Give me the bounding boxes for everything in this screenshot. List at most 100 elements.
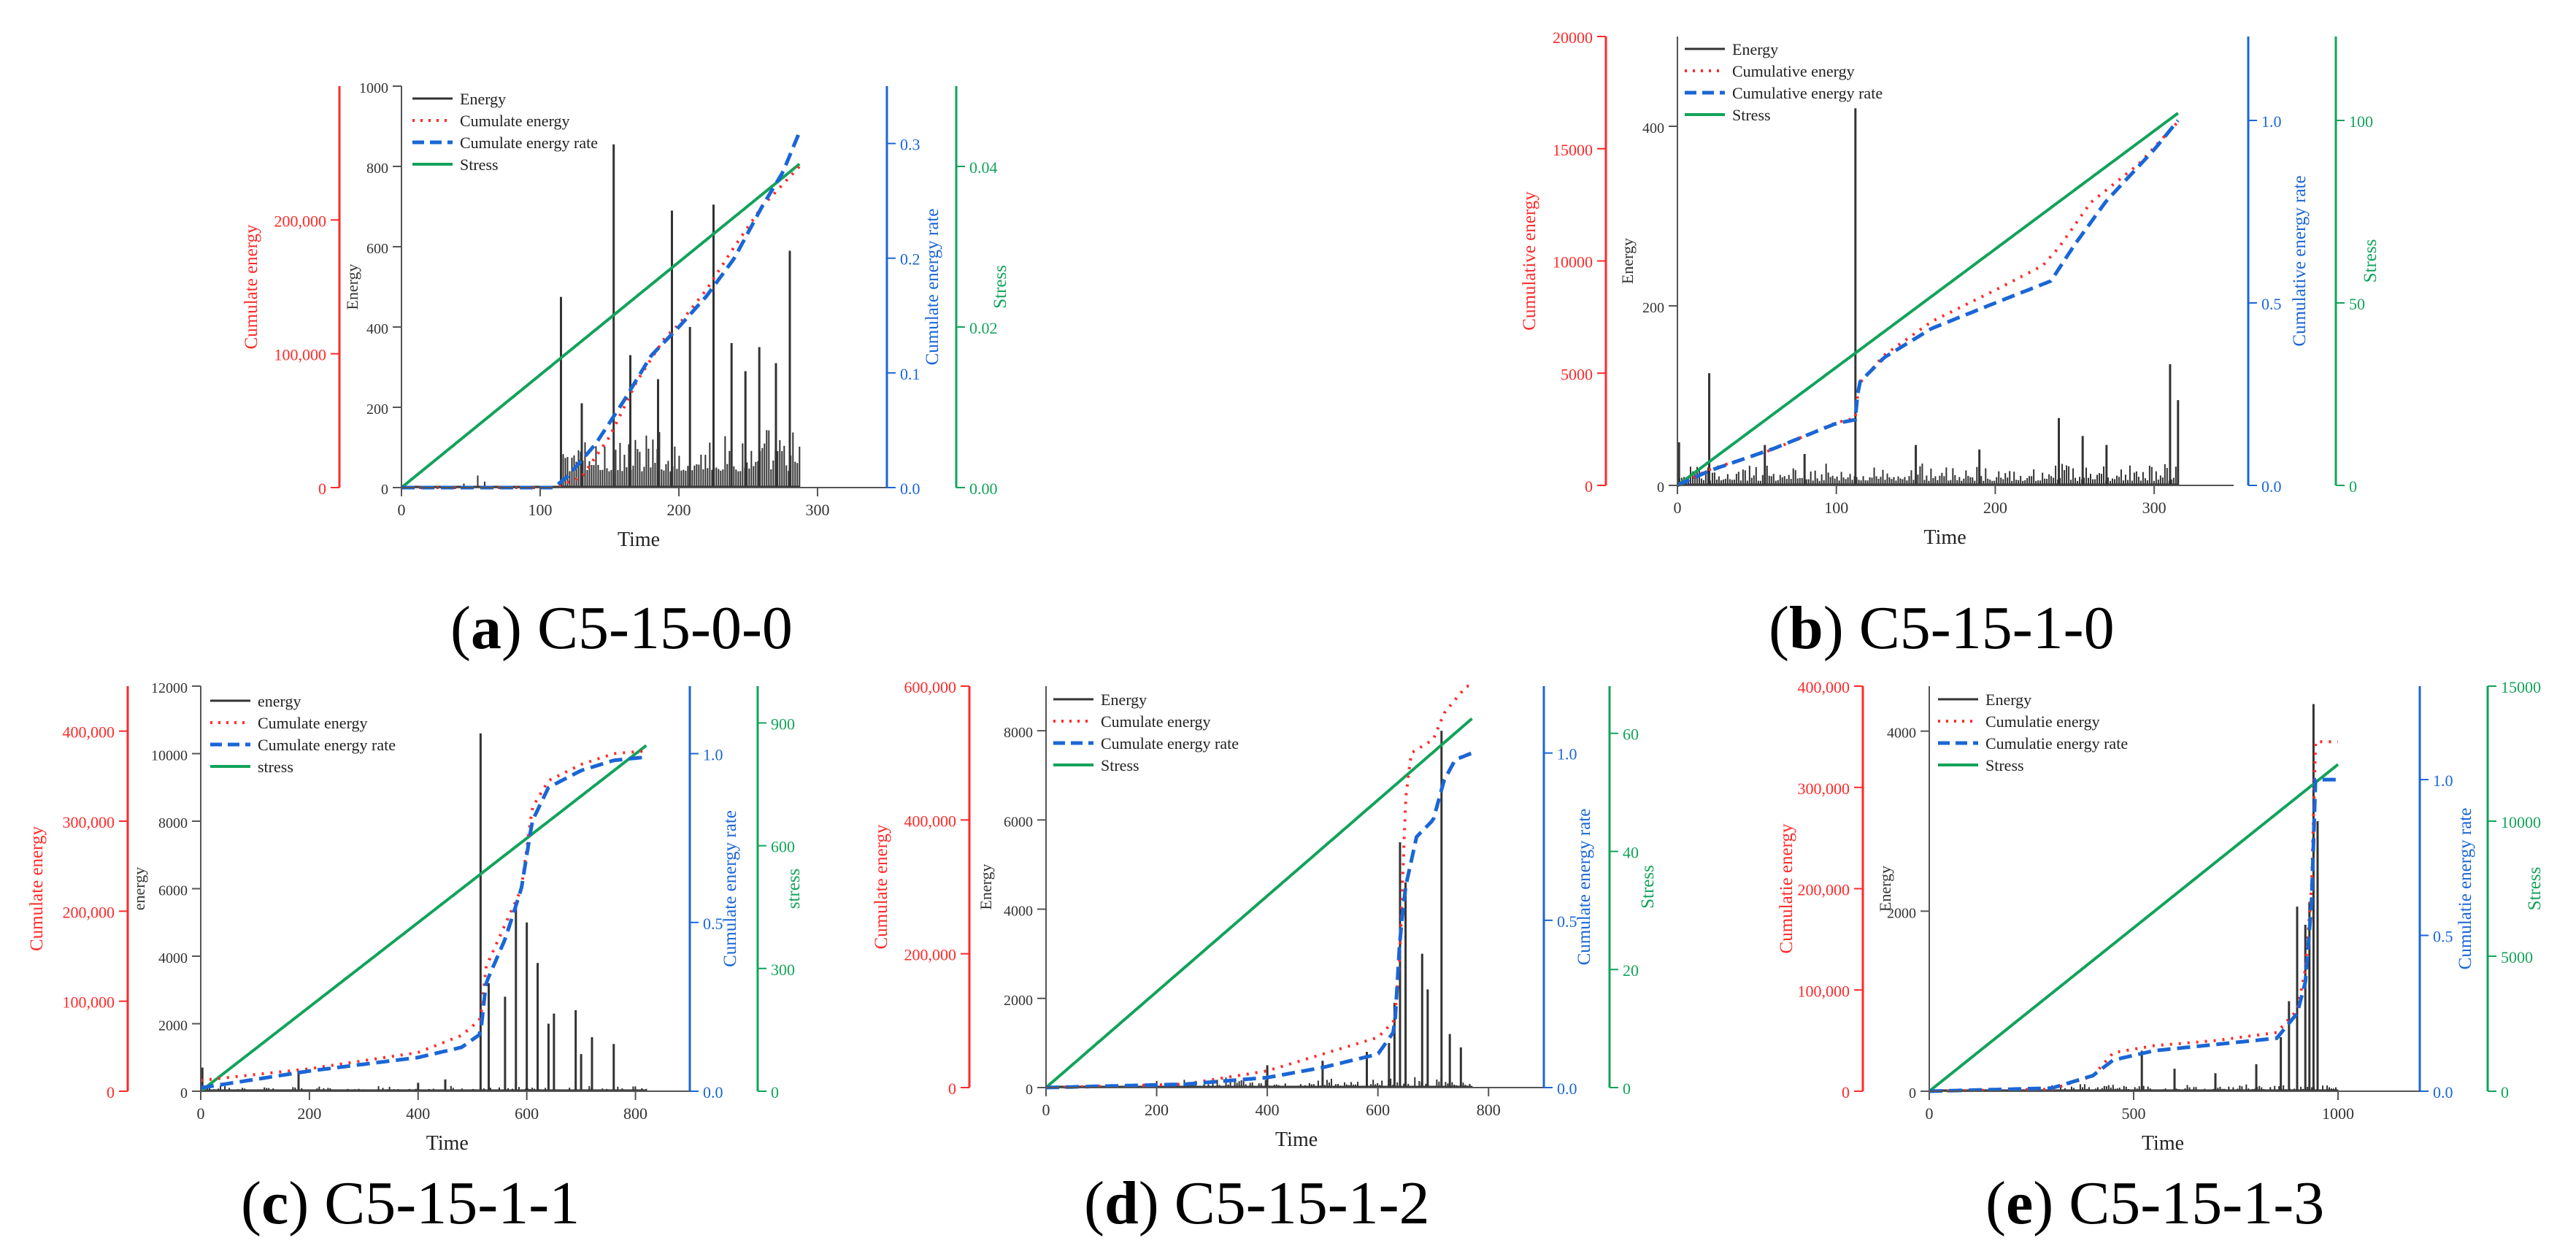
stress-tick-label: 300	[771, 961, 795, 979]
cumulative-rate-line	[1676, 119, 2180, 488]
x-tick-label: 100	[1824, 499, 1848, 517]
cumulative-rate-line	[1929, 777, 2338, 1093]
energy-tick-label: 10000	[151, 748, 188, 764]
x-tick-label: 800	[623, 1104, 647, 1123]
rate-tick-label: 0.3	[900, 136, 920, 154]
cumulative-tick-label: 400,000	[63, 723, 115, 742]
stress-axis-label: Stress	[2525, 867, 2545, 911]
caption-c-letter: c	[261, 1169, 289, 1237]
stress-tick-label: 10000	[2501, 813, 2541, 831]
energy-tick-label: 6000	[1004, 814, 1033, 830]
x-axis-label: Time	[1924, 526, 1966, 549]
rate-tick-label: 0.5	[2261, 295, 2282, 313]
caption-a: (a) C5-15-0-0	[450, 594, 793, 662]
energy-axis: 0 200 400 Energy	[1618, 36, 1678, 496]
energy-tick-label: 6000	[158, 883, 188, 899]
rate-axis-label: Cumulate energy rate	[720, 810, 740, 967]
rate-tick-label: 1.0	[2261, 112, 2282, 131]
legend: Energy Cumulative energy Cumulative energy…	[1685, 40, 1883, 124]
legend-label: Cumulative energy rate	[1732, 84, 1883, 102]
legend-label: Cumulatie energy rate	[1985, 734, 2128, 753]
stress-tick-label: 20	[1623, 961, 1639, 980]
caption-d: (d) C5-15-1-2	[1084, 1169, 1430, 1237]
stress-tick-label: 15000	[2501, 678, 2541, 696]
stress-tick-label: 60	[1623, 726, 1639, 744]
rate-axis-label: Cumulatie energy rate	[2456, 808, 2475, 970]
stress-tick-label: 0.04	[969, 158, 998, 177]
x-tick-label: 200	[297, 1104, 321, 1123]
energy-tick-label: 0	[180, 1085, 188, 1101]
stress-axis-label: Stress	[991, 265, 1010, 309]
x-axis: 0 500 1000 Time	[1926, 1090, 2420, 1155]
stress-tick-label: 5000	[2501, 948, 2533, 966]
panel-a: 02004006008001000Energy0100,000200,000Cu…	[242, 80, 1010, 551]
stress-axis: 0 20 40 60 Stress	[1608, 686, 1658, 1098]
stress-line	[1676, 112, 2180, 487]
energy-bars	[1128, 731, 1473, 1088]
x-tick-label: 200	[1145, 1101, 1169, 1119]
legend-label: Cumulate energy	[1101, 712, 1211, 731]
legend-label: energy	[258, 692, 301, 710]
cumulative-tick-label: 400,000	[1798, 678, 1850, 696]
cumulative-tick-label: 400,000	[904, 812, 957, 830]
cumulative-tick-label: 200,000	[904, 946, 957, 964]
stress-axis-label: Stress	[1638, 865, 1658, 909]
stress-axis-label: Stress	[2361, 239, 2380, 283]
legend: Energy Cumulate energy Cumulate energy rat…	[412, 90, 598, 174]
caption-c: (c) C5-15-1-1	[241, 1169, 580, 1237]
energy-tick-label: 1000	[359, 80, 388, 96]
x-tick-label: 200	[1983, 499, 2007, 517]
energy-tick-label: 0	[381, 482, 388, 498]
stress-tick-label: 100	[2349, 112, 2373, 131]
stress-tick-label: 0	[2349, 477, 2357, 496]
energy-tick-label: 200	[1642, 300, 1664, 316]
energy-tick-label: 8000	[1004, 725, 1033, 741]
legend-label: Cumulate energy	[460, 112, 570, 130]
cumulative-tick-label: 0	[1585, 477, 1593, 496]
cumulative-rate-axis: 0.0 0.5 1.0 Cumulate energy rate	[1542, 686, 1594, 1098]
stress-line	[400, 163, 801, 489]
stress-tick-label: 50	[2349, 295, 2365, 313]
caption-b: (b) C5-15-1-0	[1769, 594, 2115, 662]
legend-label: Energy	[460, 90, 506, 108]
x-tick-label: 400	[406, 1104, 430, 1123]
panel-c: 020004000600080001000012000energy0100,00…	[27, 680, 804, 1155]
rate-tick-label: 0.5	[703, 915, 723, 933]
x-tick-label: 0	[197, 1104, 205, 1123]
cumulative-axis-label: Cumulate energy	[872, 824, 891, 950]
x-axis-label: Time	[426, 1132, 469, 1155]
cumulative-axis-label: Cumulate energy	[242, 224, 261, 350]
cumulative-tick-label: 200,000	[274, 212, 327, 230]
cumulative-energy-line	[401, 165, 801, 489]
x-axis: 0 200 400 600 800 Time	[197, 1090, 690, 1155]
cumulative-tick-label: 5000	[1561, 365, 1593, 383]
rate-tick-label: 1.0	[1557, 745, 1577, 763]
legend-label: Stress	[1732, 106, 1771, 124]
cumulative-rate-line	[200, 755, 647, 1090]
cumulative-tick-label: 200,000	[1798, 881, 1850, 899]
energy-bars	[1677, 108, 2180, 485]
legend-label: Stress	[1101, 756, 1139, 774]
cumulative-tick-label: 20000	[1553, 28, 1593, 47]
energy-axis: 0 2000 4000 6000 8000 10000 12000 energy	[130, 680, 201, 1101]
caption-e-letter: e	[2005, 1169, 2034, 1237]
legend-label: Cumulate energy rate	[460, 134, 598, 152]
cumulative-axis-label: Cumulate energy	[27, 826, 47, 951]
x-tick-label: 0	[1042, 1101, 1050, 1119]
panel-b: 0200400Energy05000100001500020000Cumulat…	[1520, 28, 2380, 549]
energy-axis-label: energy	[130, 867, 148, 910]
rate-tick-label: 0.5	[2433, 928, 2453, 946]
cumulative-tick-label: 0	[107, 1083, 115, 1101]
cumulative-energy-line	[200, 749, 647, 1082]
energy-bars	[463, 144, 801, 488]
energy-tick-label: 2000	[158, 1018, 188, 1034]
legend: energy Cumulate energy Cumulate energy rat…	[210, 692, 396, 776]
energy-tick-label: 2000	[1887, 905, 1916, 921]
x-tick-label: 0	[1926, 1104, 1934, 1123]
energy-tick-label: 0	[1026, 1082, 1033, 1098]
cumulative-rate-axis: 0.0 0.5 1.0 Cumulate energy rate	[688, 686, 740, 1101]
x-tick-label: 600	[515, 1104, 539, 1123]
stress-tick-label: 0	[1623, 1080, 1631, 1098]
stress-axis: 0 5000 10000 15000 Stress	[2486, 678, 2545, 1101]
x-axis: 0 200 400 600 800 Time	[1042, 1087, 1544, 1151]
